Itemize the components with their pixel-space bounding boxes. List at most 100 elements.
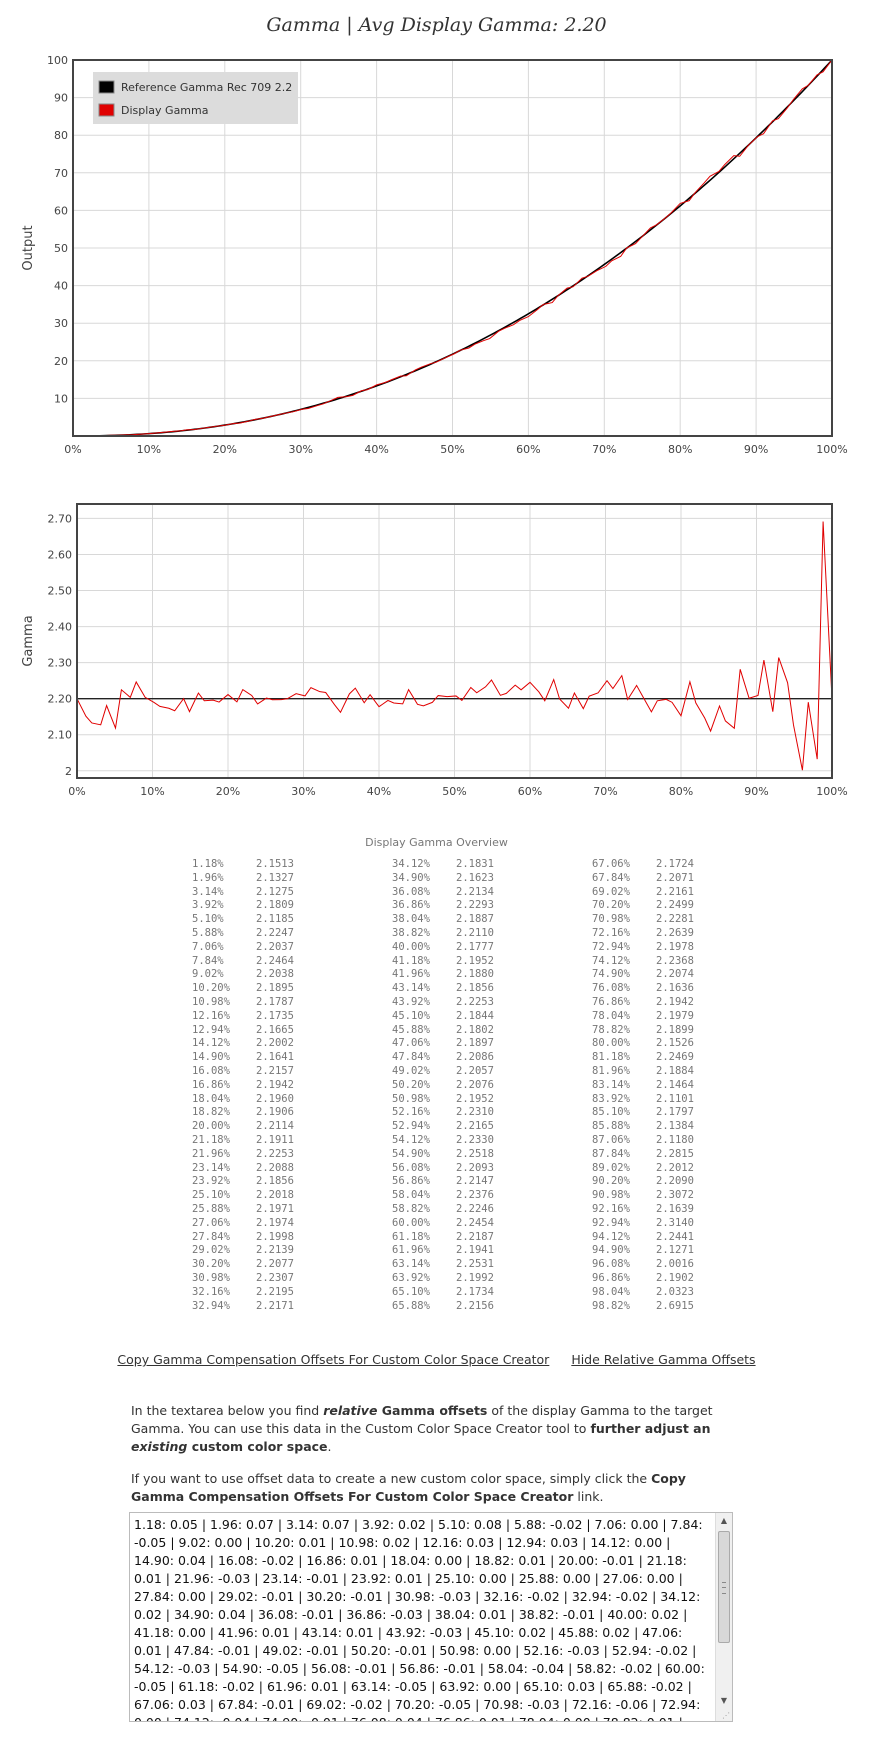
overview-gamma: 2.2639	[656, 926, 694, 939]
overview-gamma: 2.1327	[256, 871, 294, 884]
overview-row: 45.88% 2.1802	[392, 1024, 532, 1038]
legend-swatch-reference	[98, 80, 115, 94]
overview-level: 94.90%	[592, 1244, 630, 1257]
y-tick-label: 2	[65, 765, 72, 778]
overview-row: 36.08% 2.2134	[392, 886, 532, 900]
overview-gamma: 2.2002	[256, 1037, 294, 1050]
x-tick-label: 0%	[68, 785, 85, 798]
y-tick-label: 10	[54, 392, 68, 405]
textarea-scrollbar[interactable]: ▲ ▼	[715, 1513, 732, 1721]
overview-level: 76.08%	[592, 982, 630, 995]
x-tick-label: 90%	[744, 443, 768, 456]
overview-level: 90.20%	[592, 1175, 630, 1188]
overview-level: 5.88%	[192, 926, 224, 939]
overview-gamma: 2.3072	[656, 1189, 694, 1202]
overview-level: 65.88%	[392, 1299, 430, 1312]
overview-level: 83.14%	[592, 1078, 630, 1091]
overview-row: 89.02% 2.2012	[592, 1162, 732, 1176]
overview-level: 23.92%	[192, 1175, 230, 1188]
overview-gamma: 2.2310	[456, 1106, 494, 1119]
legend-label-reference: Reference Gamma Rec 709 2.2	[121, 81, 292, 94]
overview-row: 67.84% 2.2071	[592, 872, 732, 886]
overview-gamma: 2.1952	[456, 954, 494, 967]
overview-row: 52.94% 2.2165	[392, 1120, 532, 1134]
overview-gamma: 2.1899	[656, 1023, 694, 1036]
overview-row: 30.20% 2.2077	[192, 1258, 332, 1272]
overview-level: 12.16%	[192, 1009, 230, 1022]
overview-row: 45.10% 2.1844	[392, 1010, 532, 1024]
resize-grip-icon[interactable]: ⋰	[722, 1711, 730, 1720]
overview-level: 72.16%	[592, 926, 630, 939]
overview-level: 89.02%	[592, 1161, 630, 1174]
y-tick-label: 2.70	[48, 512, 73, 525]
overview-level: 45.88%	[392, 1023, 430, 1036]
overview-level: 96.08%	[592, 1258, 630, 1271]
x-tick-label: 70%	[593, 785, 617, 798]
overview-level: 83.92%	[592, 1092, 630, 1105]
overview-level: 65.10%	[392, 1285, 430, 1298]
y-tick-label: 20	[54, 355, 68, 368]
overview-row: 96.08% 2.0016	[592, 1258, 732, 1272]
overview-level: 58.82%	[392, 1202, 430, 1215]
overview-row: 94.12% 2.2441	[592, 1231, 732, 1245]
overview-level: 69.02%	[592, 885, 630, 898]
overview-level: 85.10%	[592, 1106, 630, 1119]
overview-level: 21.18%	[192, 1133, 230, 1146]
overview-gamma: 2.1526	[656, 1037, 694, 1050]
overview-row: 38.82% 2.2110	[392, 927, 532, 941]
overview-level: 3.92%	[192, 899, 224, 912]
x-tick-label: 60%	[518, 785, 542, 798]
overview-gamma: 2.2139	[256, 1244, 294, 1257]
overview-gamma: 2.2157	[256, 1064, 294, 1077]
overview-gamma: 2.2253	[456, 995, 494, 1008]
overview-gamma: 2.2165	[456, 1120, 494, 1133]
scroll-up-arrow-icon[interactable]: ▲	[720, 1516, 728, 1525]
overview-row: 69.02% 2.2161	[592, 886, 732, 900]
overview-level: 32.16%	[192, 1285, 230, 1298]
overview-gamma: 2.2246	[456, 1202, 494, 1215]
overview-level: 54.12%	[392, 1133, 430, 1146]
overview-gamma: 2.2469	[656, 1051, 694, 1064]
overview-gamma: 2.2307	[256, 1271, 294, 1284]
overview-level: 81.96%	[592, 1064, 630, 1077]
copy-offsets-link[interactable]: Copy Gamma Compensation Offsets For Cust…	[117, 1352, 550, 1367]
overview-row: 40.00% 2.1777	[392, 941, 532, 955]
y-axis-label: Gamma	[21, 615, 36, 666]
overview-row: 96.86% 2.1902	[592, 1272, 732, 1286]
y-tick-label: 40	[54, 280, 68, 293]
x-tick-label: 30%	[288, 443, 312, 456]
overview-row: 76.86% 2.1942	[592, 996, 732, 1010]
overview-gamma: 2.2071	[656, 871, 694, 884]
scroll-down-arrow-icon[interactable]: ▼	[720, 1696, 728, 1705]
overview-row: 43.92% 2.2253	[392, 996, 532, 1010]
overview-level: 10.98%	[192, 995, 230, 1008]
overview-level: 41.96%	[392, 968, 430, 981]
overview-row: 1.96% 2.1327	[192, 872, 332, 886]
overview-level: 56.08%	[392, 1161, 430, 1174]
x-tick-label: 90%	[744, 785, 768, 798]
overview-row: 47.84% 2.2086	[392, 1051, 532, 1065]
overview-gamma: 2.1895	[256, 982, 294, 995]
scroll-thumb[interactable]	[718, 1531, 730, 1643]
hide-offsets-link[interactable]: Hide Relative Gamma Offsets	[571, 1352, 756, 1367]
overview-level: 85.88%	[592, 1120, 630, 1133]
overview-row: 49.02% 2.2057	[392, 1065, 532, 1079]
overview-gamma: 2.1941	[456, 1244, 494, 1257]
overview-gamma: 2.0016	[656, 1258, 694, 1271]
overview-gamma: 2.2518	[456, 1147, 494, 1160]
overview-level: 25.10%	[192, 1189, 230, 1202]
explanation-paragraph-1: In the textarea below you find relative …	[131, 1403, 713, 1454]
overview-level: 61.18%	[392, 1230, 430, 1243]
offset-links: Copy Gamma Compensation Offsets For Cust…	[0, 1352, 873, 1367]
overview-gamma: 2.1101	[656, 1092, 694, 1105]
overview-row: 67.06% 2.1724	[592, 858, 732, 872]
x-tick-label: 0%	[64, 443, 81, 456]
overview-level: 32.94%	[192, 1299, 230, 1312]
overview-level: 25.88%	[192, 1202, 230, 1215]
overview-gamma: 2.1884	[656, 1064, 694, 1077]
overview-gamma: 2.1787	[256, 995, 294, 1008]
overview-row: 10.20% 2.1895	[192, 982, 332, 996]
overview-row: 47.06% 2.1897	[392, 1037, 532, 1051]
offsets-textarea[interactable]: 1.18: 0.05 | 1.96: 0.07 | 3.14: 0.07 | 3…	[134, 1517, 705, 1721]
overview-row: 41.18% 2.1952	[392, 955, 532, 969]
